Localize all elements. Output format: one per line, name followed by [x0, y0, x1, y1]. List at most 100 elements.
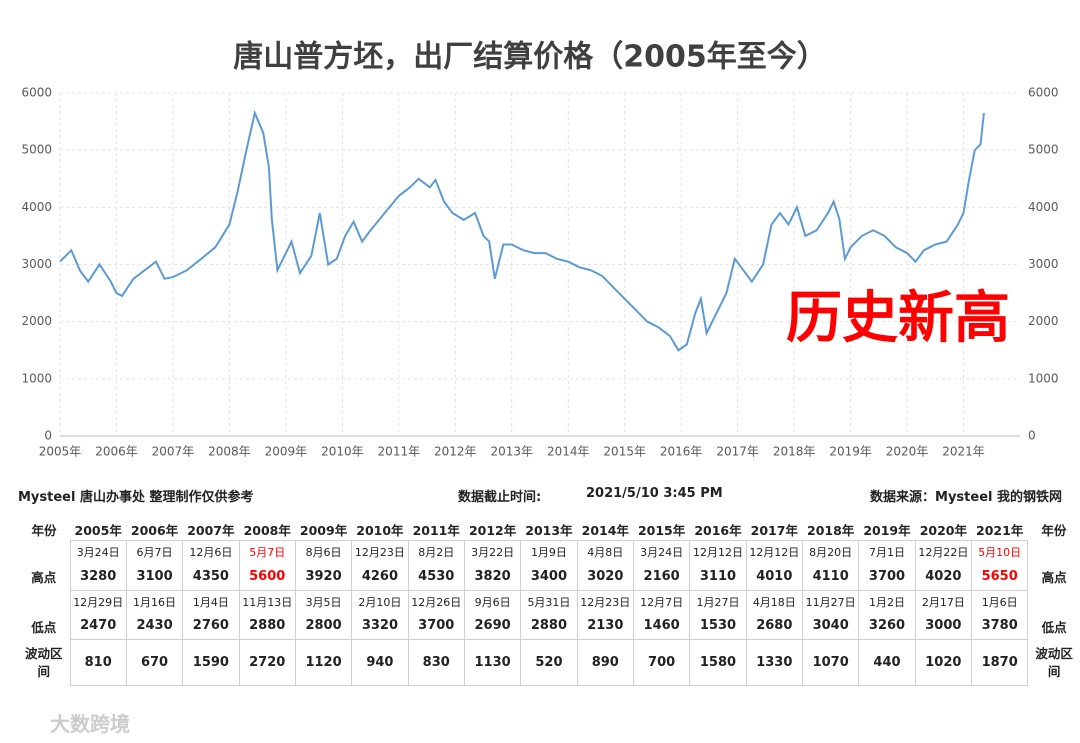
row-label: 波动区间 — [1035, 645, 1073, 679]
y-tick-label: 3000 — [21, 257, 52, 271]
cutoff-time: 2021/5/10 3:45 PM — [586, 486, 723, 501]
x-tick-label: 2015年 — [603, 445, 646, 459]
row-label: 高点 — [1041, 570, 1067, 585]
summary-table: 年份 2005年 2006年 2007年 2008年 2009年 2010年 2011年 201… — [18, 518, 1080, 686]
year-header: 2019年 — [863, 522, 911, 538]
row-label: 年份 — [31, 522, 57, 538]
x-tick-label: 2018年 — [773, 445, 816, 459]
x-tick-label: 2006年 — [95, 445, 138, 459]
row-label: 高点 — [31, 570, 57, 585]
range-cell: 1590 — [182, 639, 240, 686]
date-cell: 4月8日 — [576, 540, 634, 563]
date-cell: 5月10日 — [971, 540, 1029, 563]
date-cell: 3月5日 — [294, 589, 353, 613]
range-cell: 1130 — [463, 639, 522, 686]
y-tick-label: 0 — [44, 429, 52, 443]
row-label: 低点 — [31, 619, 57, 635]
date-cell: 1月9日 — [520, 540, 578, 563]
date-cell: 1月16日 — [125, 589, 184, 613]
value-cell: 4260 — [351, 563, 409, 591]
date-cell: 11月13日 — [238, 589, 296, 613]
date-cell: 8月20日 — [801, 540, 860, 563]
range-cell: 1120 — [294, 639, 353, 686]
value-cell: 2470 — [69, 612, 127, 640]
range-cell: 830 — [407, 639, 465, 686]
range-cell: 890 — [576, 639, 634, 686]
year-header: 2005年 — [74, 522, 122, 538]
date-cell: 5月7日 — [238, 540, 296, 563]
y-tick-label: 5000 — [21, 143, 52, 157]
data-source: 数据来源：Mysteel 我的钢铁网 — [870, 490, 1062, 505]
value-cell: 5600 — [238, 563, 296, 591]
y-tick-label: 6000 — [21, 86, 52, 100]
y-tick-label: 1000 — [21, 371, 52, 385]
value-cell: 3920 — [294, 563, 353, 591]
date-cell: 12月12日 — [745, 540, 803, 563]
table-cell — [18, 541, 70, 564]
value-cell: 3260 — [858, 612, 916, 640]
year-header: 2016年 — [694, 522, 742, 538]
value-cell: 3040 — [801, 612, 860, 640]
date-cell: 11月27日 — [801, 589, 860, 613]
chart-title: 唐山普方坯，出厂结算价格（2005年至今） — [233, 40, 827, 75]
x-tick-label: 2009年 — [265, 445, 308, 459]
value-cell: 4350 — [182, 563, 240, 591]
table-row: 低点 2470 2430 2760 2880 2800 3320 3700 2690 2880 21… — [18, 612, 1080, 640]
table-row: 3月24日 6月7日 12月6日 5月7日 8月6日 12月23日 8月2日 3月22日 1月9… — [18, 540, 1080, 564]
value-cell: 2160 — [632, 563, 691, 591]
date-cell: 12月12日 — [689, 540, 747, 563]
value-cell: 3780 — [971, 612, 1029, 640]
y2-tick-label: 6000 — [1028, 86, 1059, 100]
date-cell: 8月6日 — [294, 540, 353, 563]
y2-tick-label: 2000 — [1028, 314, 1059, 328]
watermark: 大数跨境 — [50, 712, 130, 736]
year-header: 2006年 — [130, 522, 179, 538]
y-tick-label: 2000 — [21, 314, 52, 328]
year-header: 2007年 — [187, 522, 235, 538]
y2-tick-label: 5000 — [1028, 143, 1059, 157]
range-cell: 1070 — [801, 639, 860, 686]
x-tick-label: 2010年 — [321, 445, 364, 459]
value-cell: 2690 — [463, 612, 522, 640]
x-tick-label: 2012年 — [434, 445, 477, 459]
year-header: 2017年 — [750, 522, 798, 538]
range-cell: 670 — [125, 639, 184, 686]
value-cell: 5650 — [971, 563, 1029, 591]
date-cell: 12月7日 — [632, 589, 691, 613]
range-cell: 810 — [69, 639, 127, 686]
annotation: 历史新高 — [786, 286, 1010, 351]
year-header: 2015年 — [637, 522, 686, 538]
value-cell: 3100 — [125, 563, 184, 591]
year-header: 2009年 — [299, 522, 348, 538]
x-tick-label: 2008年 — [208, 445, 251, 459]
x-tick-label: 2011年 — [378, 445, 421, 459]
date-cell: 1月2日 — [858, 589, 916, 613]
x-tick-label: 2005年 — [39, 445, 82, 459]
x-tick-label: 2013年 — [490, 445, 533, 459]
row-label: 年份 — [1041, 522, 1067, 538]
value-cell: 4530 — [407, 563, 465, 591]
date-cell: 3月22日 — [463, 540, 522, 563]
year-header: 2018年 — [807, 522, 855, 538]
value-cell: 1460 — [632, 612, 691, 640]
value-cell: 3020 — [576, 563, 634, 591]
value-cell: 3700 — [858, 563, 916, 591]
date-cell: 3月24日 — [632, 540, 691, 563]
y2-tick-label: 1000 — [1028, 371, 1059, 385]
date-cell: 2月17日 — [914, 589, 973, 613]
year-header: 2021年 — [976, 522, 1024, 538]
value-cell: 2760 — [182, 612, 240, 640]
x-tick-label: 2014年 — [547, 445, 590, 459]
value-cell: 3000 — [914, 612, 973, 640]
y2-tick-label: 3000 — [1028, 257, 1059, 271]
date-cell: 12月29日 — [69, 589, 127, 613]
value-cell: 2800 — [294, 612, 353, 640]
year-header: 2008年 — [243, 522, 291, 538]
range-cell: 700 — [632, 639, 691, 686]
date-cell: 1月27日 — [689, 589, 747, 613]
x-tick-label: 2020年 — [886, 445, 929, 459]
value-cell: 3280 — [69, 563, 127, 591]
range-cell: 940 — [351, 639, 409, 686]
date-cell: 8月2日 — [407, 540, 465, 563]
y2-tick-label: 0 — [1028, 429, 1036, 443]
